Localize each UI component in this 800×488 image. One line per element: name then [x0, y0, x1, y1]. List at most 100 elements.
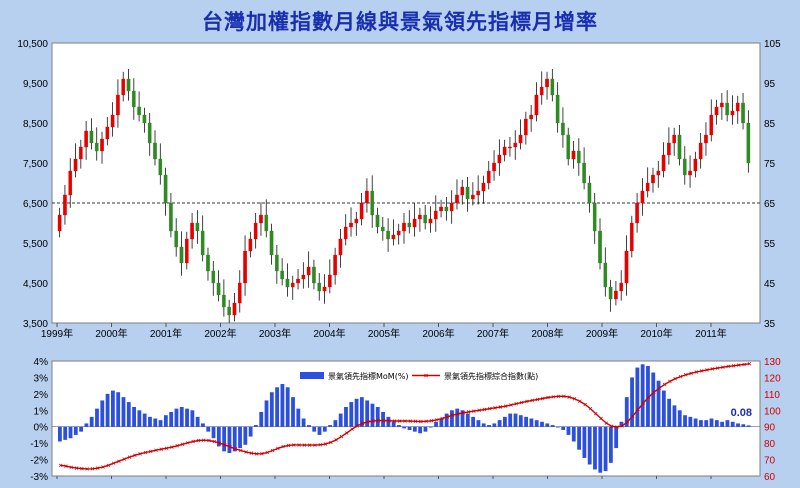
- candle: [566, 134, 571, 160]
- candle: [290, 282, 295, 288]
- mom-bar: [550, 425, 555, 427]
- mom-bar: [428, 426, 433, 428]
- mom-bar: [640, 364, 645, 427]
- mom-bar: [243, 426, 248, 445]
- mom-bar: [375, 407, 380, 427]
- candle: [746, 122, 751, 164]
- candle: [84, 130, 88, 148]
- mom-bar: [232, 426, 237, 452]
- candle: [100, 138, 104, 152]
- candle: [418, 214, 422, 220]
- candle: [391, 234, 396, 240]
- composite-index-point: [498, 405, 503, 409]
- composite-index-point: [164, 446, 169, 450]
- mom-bar: [661, 390, 666, 427]
- mom-bar: [121, 397, 126, 427]
- mom-bar: [148, 416, 152, 427]
- legend-bar-label: 景氣領先指標MoM(%): [328, 371, 409, 381]
- top-right-tick-label: 65: [764, 199, 776, 210]
- bottom-left-tick-label: 3%: [34, 373, 49, 384]
- composite-index-point: [260, 451, 264, 456]
- top-x-tick-label: 2010年: [640, 327, 672, 340]
- mom-bar: [699, 420, 703, 427]
- composite-index-point: [641, 401, 646, 405]
- candle: [354, 218, 359, 224]
- composite-index-point: [488, 406, 492, 411]
- mom-bar: [497, 420, 502, 427]
- mom-bar: [487, 425, 491, 427]
- top-x-tick-label: 2008年: [531, 327, 563, 340]
- mom-bar: [518, 415, 523, 427]
- mom-bar: [714, 420, 719, 427]
- candle: [184, 238, 189, 264]
- candle: [301, 274, 306, 280]
- top-left-tick-label: 9,500: [23, 79, 48, 90]
- mom-bar: [317, 426, 322, 435]
- candle: [253, 222, 258, 240]
- composite-index-point: [350, 427, 354, 431]
- mom-bar: [201, 423, 205, 427]
- composite-index-point: [429, 419, 434, 423]
- mom-bar: [534, 420, 539, 427]
- top-left-tick-label: 3,500: [23, 319, 48, 330]
- candle: [561, 122, 565, 136]
- composite-index-point: [270, 448, 275, 453]
- candle: [577, 150, 581, 164]
- candle: [142, 114, 147, 124]
- bottom-right-tick-label: 80: [764, 439, 776, 450]
- candle: [693, 158, 698, 172]
- composite-index-point: [170, 445, 174, 449]
- candle: [412, 218, 417, 228]
- candle: [216, 282, 221, 296]
- candle: [158, 158, 163, 176]
- mom-bar: [704, 420, 709, 427]
- composite-index-point: [276, 446, 280, 451]
- top-left-tick-label: 6,500: [23, 199, 48, 210]
- candle: [63, 194, 67, 216]
- mom-bar: [503, 416, 507, 427]
- candle: [682, 158, 687, 176]
- candle: [439, 206, 443, 212]
- candle: [592, 202, 597, 232]
- mom-bar: [476, 420, 481, 427]
- top-left-tick-label: 10,500: [17, 39, 48, 50]
- composite-index-point: [715, 366, 720, 370]
- candle: [587, 182, 592, 204]
- top-x-tick-label: 2000年: [95, 327, 127, 340]
- candle: [582, 162, 586, 184]
- candle: [343, 226, 348, 240]
- composite-index-point: [551, 395, 556, 399]
- candle: [375, 214, 380, 228]
- composite-index-point: [196, 438, 201, 443]
- mom-bar: [402, 426, 407, 429]
- mom-bar: [619, 421, 624, 427]
- candle: [529, 114, 533, 120]
- top-left-tick-label: 8,500: [23, 119, 48, 130]
- mom-bar: [190, 410, 195, 427]
- mom-bar: [89, 416, 94, 427]
- composite-index-point: [106, 463, 111, 468]
- candle: [359, 202, 364, 220]
- mom-bar: [349, 402, 354, 427]
- composite-index-point: [186, 441, 190, 445]
- candle: [619, 282, 623, 292]
- mom-bar: [582, 426, 587, 458]
- top-right-tick-label: 35: [764, 319, 776, 330]
- composite-index-point: [419, 419, 423, 424]
- bottom-left-tick-label: -2%: [30, 456, 48, 467]
- mom-bar: [524, 416, 529, 427]
- candle: [444, 206, 449, 212]
- candle: [163, 174, 168, 204]
- mom-bar: [132, 407, 136, 427]
- composite-index-point: [615, 425, 619, 429]
- composite-index-point: [509, 403, 513, 407]
- top-x-tick-label: 2002年: [204, 327, 236, 340]
- composite-index-point: [625, 420, 630, 424]
- composite-index-point: [212, 439, 217, 444]
- mom-bar: [439, 418, 444, 427]
- candle: [190, 222, 194, 240]
- candle: [349, 222, 353, 228]
- mom-bar: [450, 410, 454, 427]
- composite-index-point: [297, 443, 301, 447]
- mom-bar: [179, 407, 184, 427]
